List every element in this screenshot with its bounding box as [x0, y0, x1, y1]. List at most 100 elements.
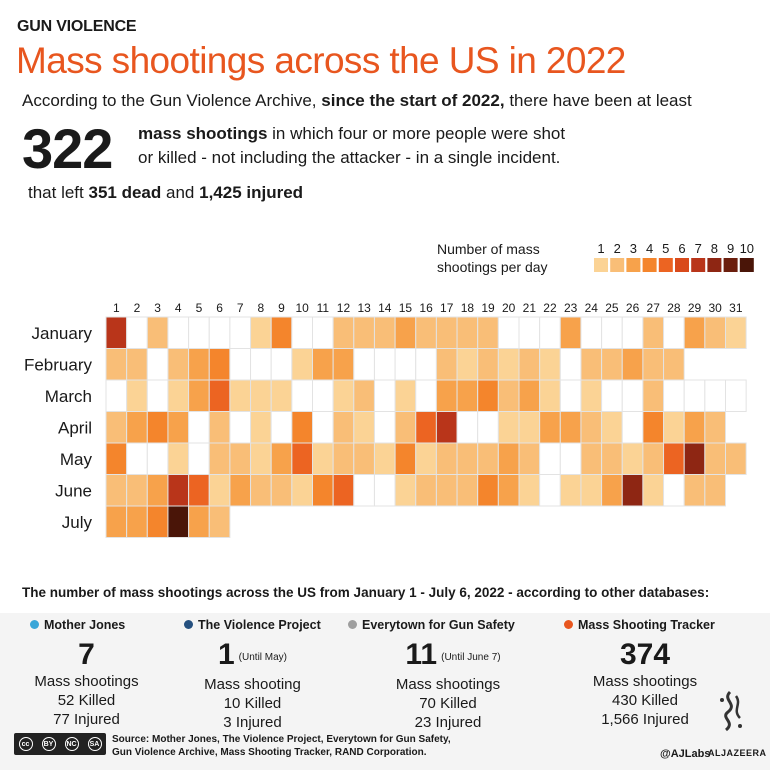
- heatmap-cell: [147, 349, 168, 381]
- heatmap-cell: [168, 380, 189, 412]
- heatmap-cell: [602, 349, 623, 381]
- heatmap-cell: [333, 475, 354, 507]
- heatmap-cell: [374, 317, 395, 349]
- legend-label-10: 10: [740, 241, 754, 256]
- heatmap-cell: [457, 317, 478, 349]
- database-label: Mass shootings: [560, 672, 730, 691]
- database-killed: 52 Killed: [0, 691, 179, 710]
- heatmap-cell: [581, 317, 602, 349]
- heatmap-cell: [478, 412, 499, 444]
- day-label-26: 26: [626, 301, 640, 315]
- heatmap-cell: [127, 380, 148, 412]
- heatmap-cell: [374, 349, 395, 381]
- database-count: 11 (Until June 7): [348, 638, 548, 675]
- heatmap-cell: [354, 443, 375, 475]
- heatmap-cell: [292, 412, 313, 444]
- day-label-29: 29: [688, 301, 702, 315]
- database-name: Everytown for Gun Safety: [348, 618, 548, 632]
- legend: 1 2 3 4 5 6 7 8 9 10: [590, 240, 760, 276]
- day-label-17: 17: [440, 301, 454, 315]
- heatmap-cell: [705, 443, 726, 475]
- database-name: The Violence Project: [160, 618, 345, 632]
- day-label-19: 19: [481, 301, 495, 315]
- database-label: Mass shootings: [348, 675, 548, 694]
- cc-icon: cc: [19, 737, 33, 751]
- heatmap-cell: [622, 317, 643, 349]
- legend-swatch-1: [594, 258, 608, 272]
- heatmap-cell: [622, 475, 643, 507]
- legend-swatch-4: [643, 258, 657, 272]
- legend-title: Number of mass shootings per day: [437, 240, 577, 276]
- heatmap-cell: [436, 349, 457, 381]
- heatmap-cell: [209, 349, 230, 381]
- heatmap-cell: [498, 475, 519, 507]
- heatmap-cell: [602, 475, 623, 507]
- heatmap-cell: [106, 475, 127, 507]
- heatmap-cell: [622, 349, 643, 381]
- heatmap-cell: [478, 317, 499, 349]
- legend-swatch-6: [675, 258, 689, 272]
- heatmap-cell: [106, 443, 127, 475]
- day-label-30: 30: [708, 301, 722, 315]
- legend-label-8: 8: [711, 241, 718, 256]
- database-name: Mass Shooting Tracker: [560, 618, 730, 632]
- heatmap-cell: [560, 317, 581, 349]
- heatmap-cell: [684, 317, 705, 349]
- heatmap-cell: [519, 349, 540, 381]
- heatmap-cell: [705, 380, 726, 412]
- heatmap-cell: [127, 443, 148, 475]
- mother-jones-dot-icon: [30, 620, 39, 629]
- legend-label-9: 9: [727, 241, 734, 256]
- heatmap-cell: [313, 443, 334, 475]
- description-line-1: mass shootings in which four or more peo…: [138, 124, 565, 144]
- database-killed: 10 Killed: [160, 694, 345, 713]
- heatmap-cell: [498, 443, 519, 475]
- legend-label-4: 4: [646, 241, 653, 256]
- legend-label-1: 1: [597, 241, 604, 256]
- day-label-28: 28: [667, 301, 681, 315]
- day-label-23: 23: [564, 301, 578, 315]
- month-label-march: March: [45, 387, 92, 406]
- heatmap-cell: [147, 317, 168, 349]
- heatmap-cell: [395, 443, 416, 475]
- day-label-2: 2: [134, 301, 141, 315]
- heatmap-cell: [168, 506, 189, 538]
- heatmap-cell: [684, 412, 705, 444]
- heatmap-cell: [333, 443, 354, 475]
- heatmap-cell: [374, 475, 395, 507]
- legend-swatch-5: [659, 258, 673, 272]
- heatmap-cell: [271, 412, 292, 444]
- source-note: Source: Mother Jones, The Violence Proje…: [112, 733, 472, 759]
- heatmap-cell: [581, 412, 602, 444]
- heatmap-cell: [354, 412, 375, 444]
- heatmap-cell: [457, 380, 478, 412]
- heatmap-cell: [457, 412, 478, 444]
- heatmap-cell: [416, 412, 437, 444]
- heatmap-cell: [519, 380, 540, 412]
- heatmap-cell: [292, 475, 313, 507]
- heatmap-cell: [643, 349, 664, 381]
- heatmap-cell: [726, 317, 747, 349]
- heatmap-cell: [354, 380, 375, 412]
- heatmap-cell: [540, 380, 561, 412]
- heatmap-cell: [189, 412, 210, 444]
- day-label-7: 7: [237, 301, 244, 315]
- creative-commons-badge: cc BY NC SA: [14, 733, 106, 755]
- day-label-21: 21: [523, 301, 537, 315]
- heatmap-cell: [189, 380, 210, 412]
- heatmap-cell: [333, 412, 354, 444]
- heatmap-cell: [664, 380, 685, 412]
- day-label-3: 3: [154, 301, 161, 315]
- heatmap-cell: [436, 412, 457, 444]
- heatmap-cell: [664, 475, 685, 507]
- heatmap-cell: [540, 443, 561, 475]
- legend-swatch-2: [610, 258, 624, 272]
- heatmap-cell: [271, 475, 292, 507]
- heatmap-cell: [374, 412, 395, 444]
- heatmap-cell: [726, 443, 747, 475]
- heatmap-cell: [643, 317, 664, 349]
- heatmap-cell: [478, 443, 499, 475]
- nc-icon: NC: [65, 737, 79, 751]
- heatmap-cell: [540, 317, 561, 349]
- day-label-13: 13: [357, 301, 371, 315]
